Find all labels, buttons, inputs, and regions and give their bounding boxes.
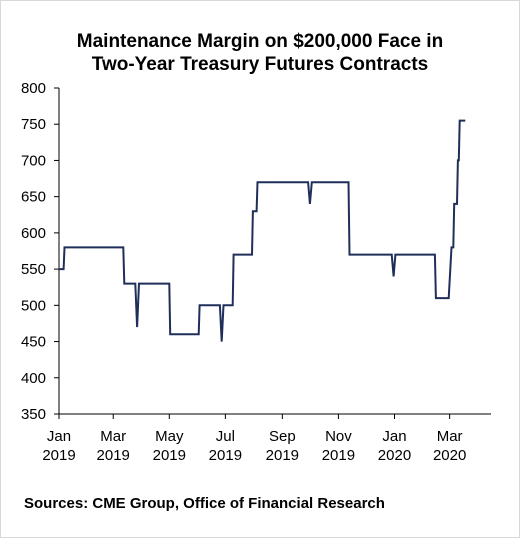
x-tick-label-month: Jul: [216, 428, 235, 445]
x-tick-label-year: 2019: [322, 447, 355, 464]
x-tick-label-year: 2019: [97, 447, 130, 464]
y-axis-ticks: 350 400 450 500 550 600 650 700 750 800: [21, 80, 59, 423]
x-tick-label-month: Jan: [47, 428, 71, 445]
y-tick-label: 400: [21, 370, 46, 387]
y-tick-label: 550: [21, 261, 46, 278]
x-tick-label-year: 2019: [266, 447, 299, 464]
y-tick-label: 500: [21, 297, 46, 314]
x-tick-label-month: Jan: [382, 428, 406, 445]
y-tick-label: 800: [21, 80, 46, 97]
y-tick-label: 450: [21, 334, 46, 351]
x-tick-label-month: Sep: [269, 428, 296, 445]
x-tick-label-month: Nov: [325, 428, 352, 445]
x-tick-label-year: 2020: [378, 447, 411, 464]
x-tick-label-year: 2019: [153, 447, 186, 464]
chart-title: Maintenance Margin on $200,000 Face in T…: [0, 30, 520, 76]
y-tick-label: 350: [21, 406, 46, 423]
x-axis-ticks: Jan 2019 Mar 2019 May 2019 Jul 2019 Sep 2019 Nov 20…: [42, 414, 466, 464]
chart-title-line-2: Two-Year Treasury Futures Contracts: [91, 54, 429, 75]
x-tick-label-month: Mar: [100, 428, 126, 445]
x-tick-label-year: 2019: [42, 447, 75, 464]
margin-series-line: [59, 119, 466, 342]
x-tick-label-month: Mar: [437, 428, 463, 445]
x-tick-label-year: 2019: [209, 447, 242, 464]
y-tick-label: 600: [21, 225, 46, 242]
y-tick-label: 750: [21, 116, 46, 133]
x-tick-label-month: May: [155, 428, 184, 445]
y-tick-label: 650: [21, 189, 46, 206]
source-note: Sources: CME Group, Office of Financial …: [24, 495, 385, 512]
x-tick-label-year: 2020: [433, 447, 466, 464]
y-tick-label: 700: [21, 152, 46, 169]
chart-title-line-1: Maintenance Margin on $200,000 Face in: [76, 31, 444, 52]
